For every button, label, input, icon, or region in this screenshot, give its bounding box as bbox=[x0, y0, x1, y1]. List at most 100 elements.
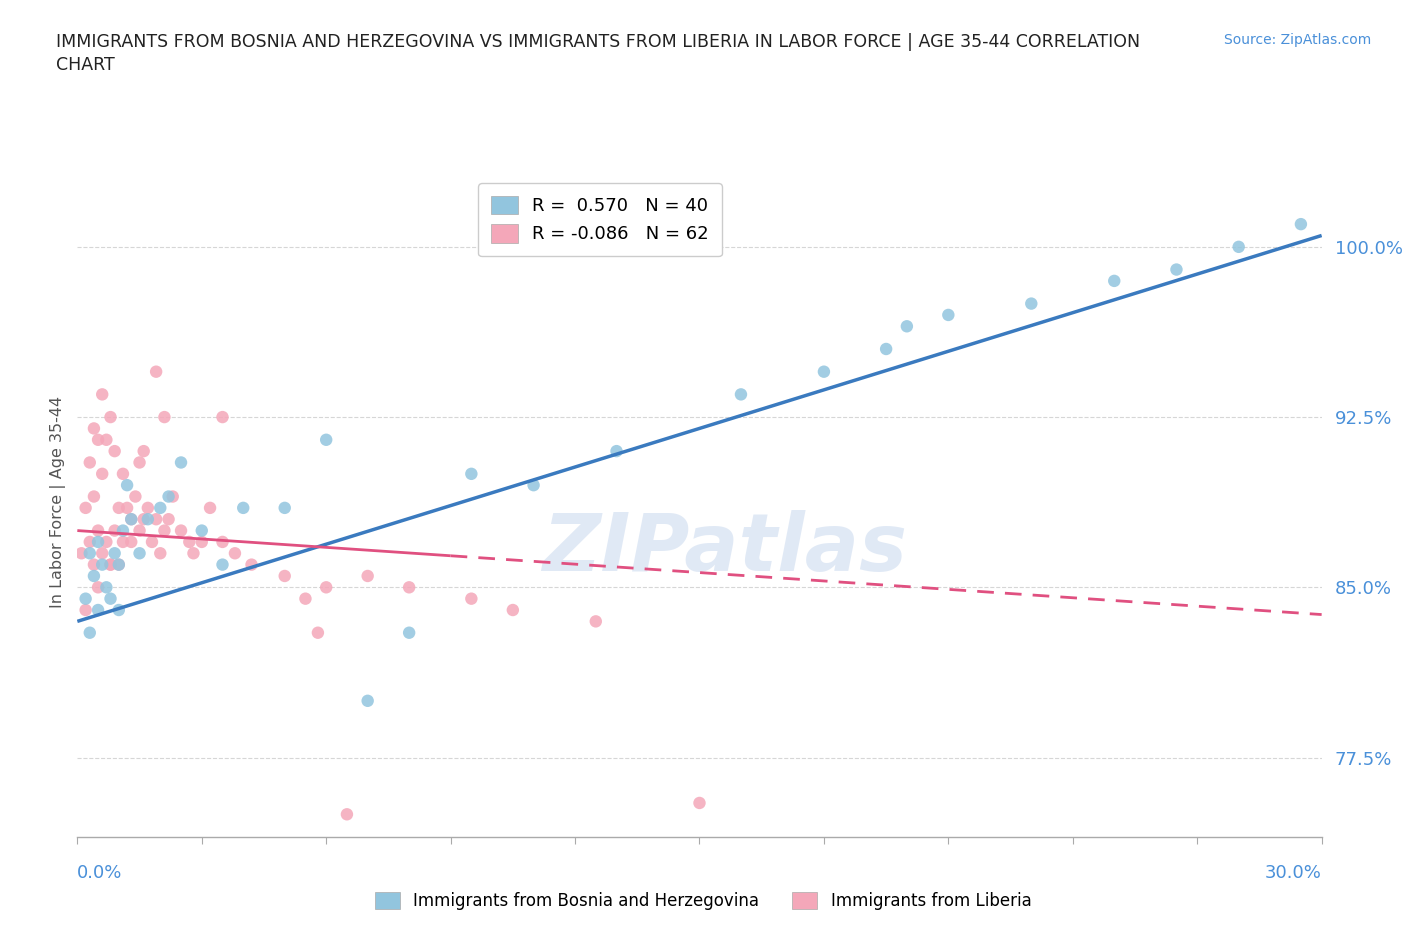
Point bbox=[157, 512, 180, 526]
Point bbox=[111, 466, 134, 481]
Point bbox=[83, 421, 105, 436]
Point bbox=[136, 512, 159, 526]
Point bbox=[91, 387, 114, 402]
Point bbox=[91, 557, 114, 572]
Point bbox=[145, 512, 167, 526]
Point bbox=[141, 535, 163, 550]
Point bbox=[87, 524, 110, 538]
Point bbox=[111, 535, 134, 550]
Point bbox=[240, 557, 263, 572]
Point bbox=[96, 432, 118, 447]
Point bbox=[132, 512, 155, 526]
Point bbox=[75, 603, 97, 618]
Point bbox=[211, 557, 233, 572]
Point bbox=[83, 557, 105, 572]
Point bbox=[460, 591, 482, 606]
Point bbox=[75, 500, 97, 515]
Point bbox=[198, 500, 221, 515]
Text: 0.0%: 0.0% bbox=[77, 864, 122, 883]
Point bbox=[128, 455, 150, 470]
Point bbox=[100, 557, 122, 572]
Legend: R =  0.570   N = 40, R = -0.086   N = 62: R = 0.570 N = 40, R = -0.086 N = 62 bbox=[478, 183, 721, 256]
Point bbox=[585, 614, 607, 629]
Point bbox=[104, 524, 127, 538]
Point bbox=[115, 478, 138, 493]
Point bbox=[162, 489, 184, 504]
Text: IMMIGRANTS FROM BOSNIA AND HERZEGOVINA VS IMMIGRANTS FROM LIBERIA IN LABOR FORCE: IMMIGRANTS FROM BOSNIA AND HERZEGOVINA V… bbox=[56, 33, 1140, 74]
Point bbox=[79, 455, 101, 470]
Point bbox=[170, 455, 193, 470]
Point bbox=[315, 580, 337, 595]
Point bbox=[87, 535, 110, 550]
Point bbox=[87, 580, 110, 595]
Point bbox=[183, 546, 205, 561]
Point bbox=[108, 603, 129, 618]
Point bbox=[83, 568, 105, 583]
Point bbox=[1289, 217, 1312, 232]
Point bbox=[124, 489, 146, 504]
Point bbox=[83, 489, 105, 504]
Point bbox=[79, 535, 101, 550]
Point bbox=[1166, 262, 1188, 277]
Point bbox=[120, 512, 142, 526]
Point bbox=[108, 557, 129, 572]
Point bbox=[128, 524, 150, 538]
Point bbox=[274, 568, 297, 583]
Text: 30.0%: 30.0% bbox=[1265, 864, 1322, 883]
Point bbox=[104, 444, 127, 458]
Point bbox=[689, 795, 711, 810]
Point bbox=[191, 524, 214, 538]
Point bbox=[398, 580, 420, 595]
Point bbox=[120, 512, 142, 526]
Point bbox=[1227, 239, 1250, 254]
Point bbox=[132, 444, 155, 458]
Point bbox=[149, 500, 172, 515]
Point bbox=[179, 535, 201, 550]
Point bbox=[153, 524, 176, 538]
Point bbox=[100, 409, 122, 424]
Point bbox=[1021, 296, 1043, 311]
Point bbox=[91, 546, 114, 561]
Point bbox=[87, 432, 110, 447]
Point bbox=[153, 409, 176, 424]
Point bbox=[108, 557, 129, 572]
Point bbox=[108, 500, 129, 515]
Point bbox=[224, 546, 246, 561]
Point bbox=[136, 500, 159, 515]
Point bbox=[211, 409, 233, 424]
Point bbox=[96, 580, 118, 595]
Point bbox=[875, 341, 897, 356]
Point bbox=[502, 603, 524, 618]
Point bbox=[336, 807, 359, 822]
Text: Source: ZipAtlas.com: Source: ZipAtlas.com bbox=[1223, 33, 1371, 46]
Point bbox=[191, 535, 214, 550]
Point bbox=[104, 546, 127, 561]
Point bbox=[70, 546, 93, 561]
Point bbox=[523, 478, 546, 493]
Point bbox=[315, 432, 337, 447]
Point bbox=[170, 524, 193, 538]
Point bbox=[91, 466, 114, 481]
Point bbox=[111, 524, 134, 538]
Point bbox=[96, 535, 118, 550]
Point bbox=[79, 625, 101, 640]
Point bbox=[307, 625, 329, 640]
Point bbox=[120, 535, 142, 550]
Point bbox=[79, 546, 101, 561]
Point bbox=[730, 387, 752, 402]
Point bbox=[460, 466, 482, 481]
Point bbox=[813, 365, 835, 379]
Point bbox=[896, 319, 918, 334]
Point bbox=[157, 489, 180, 504]
Point bbox=[100, 591, 122, 606]
Point bbox=[1104, 273, 1126, 288]
Point bbox=[938, 308, 960, 323]
Y-axis label: In Labor Force | Age 35-44: In Labor Force | Age 35-44 bbox=[51, 396, 66, 608]
Point bbox=[398, 625, 420, 640]
Point bbox=[357, 694, 380, 709]
Point bbox=[87, 603, 110, 618]
Point bbox=[211, 535, 233, 550]
Point bbox=[75, 591, 97, 606]
Point bbox=[274, 500, 297, 515]
Point bbox=[357, 568, 380, 583]
